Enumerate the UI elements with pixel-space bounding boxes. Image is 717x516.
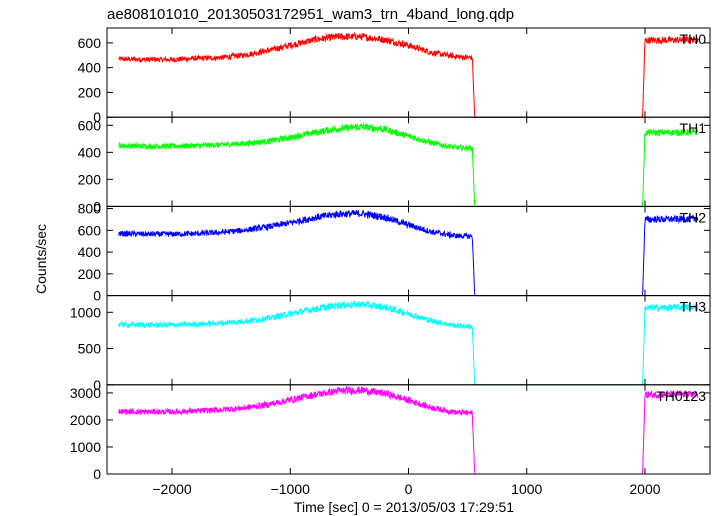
y-tick-label: 0 bbox=[93, 466, 101, 482]
panel-label: TH0123 bbox=[656, 388, 706, 404]
y-tick-label: 200 bbox=[78, 84, 102, 100]
y-tick-label: 200 bbox=[78, 266, 102, 282]
y-tick-label: 2000 bbox=[70, 412, 101, 428]
y-tick-label: 800 bbox=[78, 201, 102, 217]
y-tick-label: 600 bbox=[78, 222, 102, 238]
y-tick-label: 200 bbox=[78, 171, 102, 187]
x-tick-label: 1000 bbox=[511, 481, 542, 497]
x-tick-label: 2000 bbox=[629, 481, 660, 497]
y-tick-label: 1000 bbox=[70, 439, 101, 455]
y-tick-label: 400 bbox=[78, 244, 102, 260]
panels-group: 0 200 400 600 TH0 0 200 400 600 TH1 0 200 400 600 800 T… bbox=[70, 27, 711, 497]
y-tick-label: 500 bbox=[78, 341, 102, 357]
panel-label: TH2 bbox=[680, 209, 707, 225]
panel-th0123: 0 1000 2000 3000 TH0123 bbox=[70, 384, 711, 482]
x-tick-label: −2000 bbox=[152, 481, 192, 497]
panel-label: TH0 bbox=[680, 31, 707, 47]
panel-label: TH1 bbox=[680, 120, 707, 136]
panel-label: TH3 bbox=[680, 299, 707, 315]
y-tick-label: 0 bbox=[93, 109, 101, 125]
y-tick-label: 400 bbox=[78, 144, 102, 160]
y-axis-title: Counts/sec bbox=[33, 224, 49, 294]
y-tick-label: 0 bbox=[93, 198, 101, 214]
y-tick-label: 0 bbox=[93, 288, 101, 304]
y-tick-label: 400 bbox=[78, 60, 102, 76]
y-tick-label: 0 bbox=[93, 377, 101, 393]
chart-title: ae808101010_20130503172951_wam3_trn_4ban… bbox=[107, 6, 514, 23]
x-tick-label: 0 bbox=[405, 481, 413, 497]
y-tick-label: 600 bbox=[78, 35, 102, 51]
x-axis-title: Time [sec] 0 = 2013/05/03 17:29:51 bbox=[294, 499, 514, 515]
y-tick-label: 600 bbox=[78, 117, 102, 133]
y-tick-label: 3000 bbox=[70, 385, 101, 401]
y-tick-label: 1000 bbox=[70, 304, 101, 320]
x-tick-label: −1000 bbox=[271, 481, 311, 497]
